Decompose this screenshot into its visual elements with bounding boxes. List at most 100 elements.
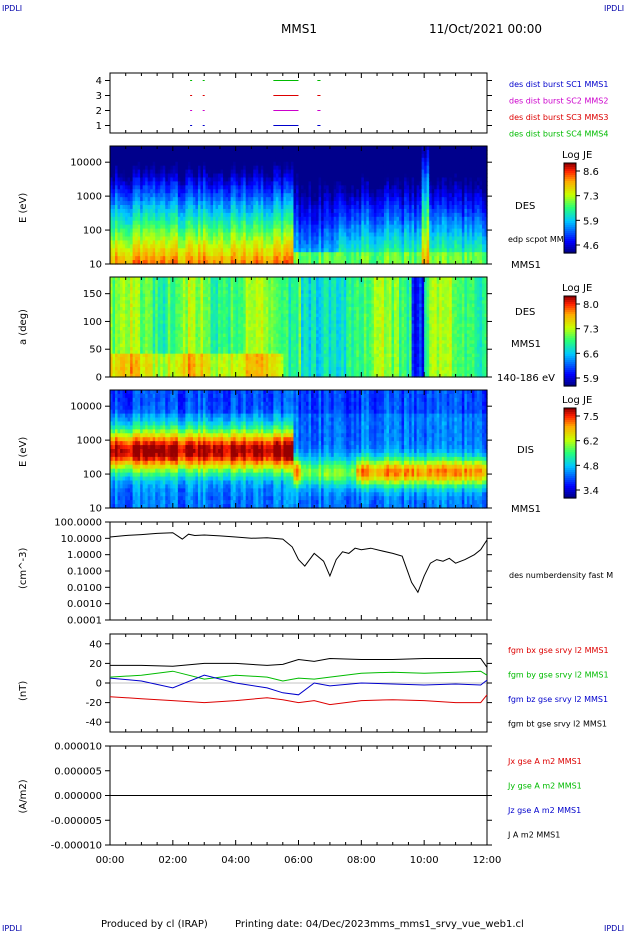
des-energy-instrument-label: DES: [515, 201, 535, 212]
des_energy-ytick-label: 10000: [70, 158, 102, 169]
density-line: [109, 532, 488, 594]
time-axis-label: 08:00: [347, 855, 376, 866]
des_energy-colorbar: [564, 163, 576, 254]
dis_energy-ytick-label: 10000: [70, 402, 102, 413]
current_density-ytick-label: 0.000000: [54, 791, 102, 802]
des-pitch-instrument-label: DES: [515, 307, 535, 318]
des_energy-colorbar-tick-label: 4.6: [583, 241, 599, 252]
des-pitch-energy-label: 140-186 eV: [497, 373, 555, 384]
bfield-bz-line: [109, 674, 488, 696]
des-energy-overlay-label: edp scpot MMS1: [508, 235, 574, 244]
dis_energy-ytick-label: 100: [83, 470, 102, 481]
density-legend-entry: des numberdensity fast M: [509, 571, 613, 580]
time-axis-label: 10:00: [410, 855, 439, 866]
current_density-ylabel: (A/m2): [18, 779, 29, 813]
burst-legend-entry: des dist burst SC1 MMS1: [509, 80, 608, 89]
des_pitch-ylabel: a (deg): [18, 309, 29, 345]
corner-label-top-left: IPDLI: [2, 4, 23, 13]
dis_energy-colorbar-title: Log JE: [562, 395, 592, 406]
dis-energy-sc-label: MMS1: [511, 504, 541, 515]
des_pitch-colorbar-tick-label: 7.3: [583, 325, 599, 336]
bfield-legend-entry: fgm by gse srvy l2 MMS1: [508, 671, 609, 680]
des_pitch-ytick-label: 100: [83, 317, 102, 328]
spacecraft-title: MMS1: [281, 22, 317, 36]
footer-printing-date: Printing date: 04/Dec/2023: [235, 919, 371, 930]
des_pitch-colorbar-tick-label: 6.6: [583, 349, 599, 360]
des_pitch-colorbar-frame: [563, 295, 577, 387]
bfield-legend-entry: fgm bx gse srvy l2 MMS1: [508, 646, 609, 655]
burst-ytick-label: 4: [96, 76, 102, 87]
des_pitch-colorbar: [564, 296, 576, 387]
corner-label-bottom-right: IPDLI: [604, 924, 625, 933]
dis_energy-colorbar-tick-label: 3.4: [583, 486, 599, 497]
magnetic_field-ytick-label: -20: [86, 698, 102, 709]
corner-label-top-right: IPDLI: [604, 4, 625, 13]
bfield-by-line: [109, 670, 488, 682]
des_energy-colorbar-title: Log JE: [562, 150, 592, 161]
magnetic_field-ytick-label: 0: [96, 679, 102, 690]
density-ytick-label: 10.0000: [61, 534, 102, 545]
density-ytick-label: 100.0000: [54, 518, 102, 529]
dis_energy-colorbar-tick-label: 6.2: [583, 437, 599, 448]
time-axis-label: 04:00: [221, 855, 250, 866]
current-legend-entry: J A m2 MMS1: [507, 831, 560, 840]
density-ytick-label: 0.1000: [67, 567, 102, 578]
dis_energy-colorbar-tick-label: 7.5: [583, 412, 599, 423]
dis_energy-ytick-label: 1000: [77, 436, 102, 447]
bfield-bt-line: [110, 657, 488, 668]
des_pitch-spectrogram: [110, 277, 488, 378]
dis_energy-colorbar-tick-label: 4.8: [583, 461, 599, 472]
des_energy-colorbar-tick-label: 5.9: [583, 216, 599, 227]
burst-ytick-label: 3: [96, 91, 102, 102]
density-frame: [109, 521, 488, 621]
des_energy-spectrogram: [110, 146, 488, 265]
footer-produced-by: Produced by cl (IRAP): [101, 919, 208, 930]
current_density-ytick-label: 0.000005: [54, 766, 102, 777]
des_pitch-colorbar-tick-label: 5.9: [583, 374, 599, 385]
magnetic_field-ylabel: (nT): [18, 681, 29, 701]
current_density-ytick-label: -0.000010: [51, 841, 102, 852]
burst-ytick-label: 1: [96, 121, 102, 132]
des_energy-ytick-label: 1000: [77, 192, 102, 203]
current-legend-entry: Jz gse A m2 MMS1: [507, 806, 581, 815]
des_energy-ytick-label: 100: [83, 226, 102, 237]
density-ytick-label: 0.0100: [67, 583, 102, 594]
current-legend-entry: Jx gse A m2 MMS1: [507, 757, 582, 766]
bfield-bx-line: [109, 694, 488, 706]
current_density-ytick-label: 0.000010: [54, 742, 102, 753]
density-ytick-label: 0.0010: [67, 599, 102, 610]
des_energy-colorbar-tick-label: 8.6: [583, 167, 599, 178]
current_density-ytick-label: -0.000005: [51, 816, 102, 827]
bfield-legend-entry: fgm bt gse srvy l2 MMS1: [508, 720, 607, 729]
des_energy-colorbar-frame: [563, 162, 577, 254]
burst-legend-entry: des dist burst SC3 MMS3: [509, 113, 608, 122]
density-ylabel: (cm^-3): [18, 548, 29, 589]
des-energy-sc-label: MMS1: [511, 260, 541, 271]
bfield-legend-entry: fgm bz gse srvy l2 MMS1: [508, 695, 608, 704]
des_energy-ytick-label: 10: [89, 260, 102, 271]
burst-legend-entry: des dist burst SC4 MMS4: [509, 130, 608, 139]
dis_energy-spectrogram: [110, 390, 488, 509]
dis_energy-ylabel: E (eV): [18, 437, 29, 467]
magnetic_field-ytick-label: 40: [89, 639, 102, 650]
des-pitch-sc-label: MMS1: [511, 339, 541, 350]
des_energy-colorbar-tick-label: 7.3: [583, 192, 599, 203]
burst-frame: [109, 72, 488, 134]
time-axis-label: 12:00: [473, 855, 502, 866]
time-axis-label: 02:00: [158, 855, 187, 866]
des_pitch-colorbar-tick-label: 8.0: [583, 300, 599, 311]
density-ytick-label: 0.0001: [67, 616, 102, 627]
des_pitch-ytick-label: 0: [96, 373, 102, 384]
magnetic_field-ytick-label: -40: [86, 718, 102, 729]
des_pitch-ytick-label: 150: [83, 289, 102, 300]
des_pitch-ytick-label: 50: [89, 345, 102, 356]
time-axis-label: 06:00: [284, 855, 313, 866]
date-title: 11/Oct/2021 00:00: [429, 22, 543, 36]
current-legend-entry: Jy gse A m2 MMS1: [507, 782, 582, 791]
des_energy-ylabel: E (eV): [18, 193, 29, 223]
time-axis-label: 00:00: [96, 855, 125, 866]
dis_energy-colorbar-frame: [563, 407, 577, 499]
magnetic_field-ytick-label: 20: [89, 659, 102, 670]
des_pitch-colorbar-title: Log JE: [562, 283, 592, 294]
